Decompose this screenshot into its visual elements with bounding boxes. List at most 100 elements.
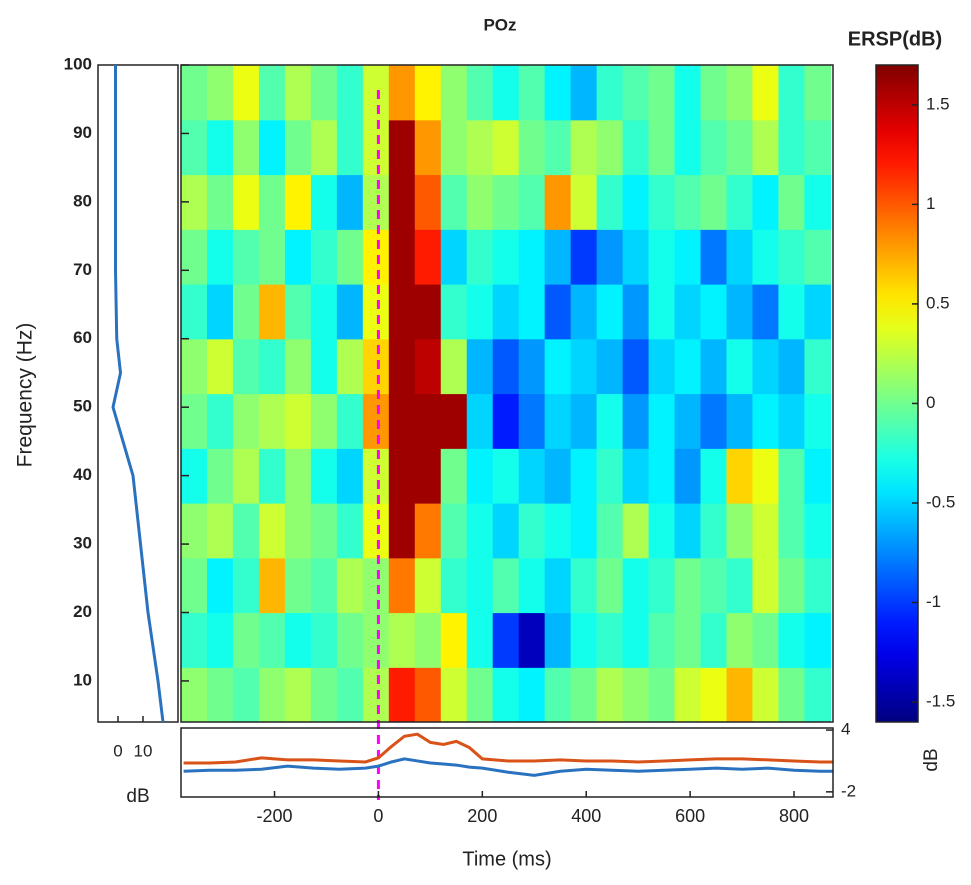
heatmap-cell [596, 65, 624, 121]
heatmap-cell [310, 612, 338, 668]
heatmap-cell [804, 65, 832, 121]
heatmap-cell [414, 119, 442, 176]
heatmap-cell [362, 229, 390, 285]
heatmap-cell [752, 229, 780, 285]
heatmap-cell [336, 119, 364, 176]
heatmap-cell [804, 174, 832, 230]
heatmap-cell [206, 174, 234, 230]
heatmap-cell [570, 174, 598, 230]
heatmap-cell [752, 448, 780, 504]
heatmap-cell [726, 557, 754, 614]
heatmap-cell [778, 284, 806, 340]
heatmap-cell [570, 338, 598, 395]
erp-line [183, 757, 833, 777]
heatmap-cell [518, 284, 546, 340]
heatmap-cell [752, 284, 780, 340]
heatmap-cell [336, 338, 364, 395]
heatmap-cell [310, 448, 338, 504]
heatmap-cell [778, 393, 806, 449]
heatmap-cell [648, 284, 676, 340]
heatmap-cell [181, 393, 208, 449]
heatmap-cell [284, 119, 312, 176]
heatmap-cell [336, 229, 364, 285]
heatmap-cell [492, 557, 520, 614]
heatmap-cell [596, 174, 624, 230]
heatmap-cell [440, 448, 468, 504]
heatmap-cell [622, 229, 650, 285]
heatmap-cell [492, 338, 520, 395]
heatmap-cell [310, 119, 338, 176]
heatmap-cell [284, 393, 312, 449]
heatmap-cell [674, 338, 702, 395]
heatmap-cell [752, 65, 780, 121]
heatmap-cell [492, 65, 520, 121]
heatmap-cell [804, 119, 832, 176]
heatmap-cell [544, 503, 572, 559]
heatmap-cell [778, 229, 806, 285]
heatmap-cell [648, 174, 676, 230]
colorbar-label: dB [921, 748, 942, 771]
heatmap-cell [518, 65, 546, 121]
heatmap-cell [570, 284, 598, 340]
heatmap-cell [518, 338, 546, 395]
heatmap-cell [258, 393, 286, 449]
heatmap-cell [181, 667, 208, 722]
heatmap-cell [570, 65, 598, 121]
heatmap-cell [752, 174, 780, 230]
heatmap-cell [388, 503, 416, 559]
x-tick-label: 200 [467, 806, 497, 826]
heatmap-cell [362, 65, 390, 121]
heatmap-cell [492, 174, 520, 230]
heatmap-cell [570, 503, 598, 559]
colorbar [875, 64, 919, 723]
heatmap-cell [440, 557, 468, 614]
heatmap-cell [544, 448, 572, 504]
heatmap-cell [492, 119, 520, 176]
heatmap-cell [544, 557, 572, 614]
heatmap-cell [648, 557, 676, 614]
heatmap-cell [752, 612, 780, 668]
heatmap-cell [778, 667, 806, 722]
heatmap-cell [648, 65, 676, 121]
heatmap-cell [544, 667, 572, 722]
heatmap-cell [752, 667, 780, 722]
heatmap-cell [726, 503, 754, 559]
heatmap-cell [232, 284, 260, 340]
heatmap-cell [414, 338, 442, 395]
heatmap-cell [778, 503, 806, 559]
colorbar-title: ERSP(dB) [848, 28, 942, 50]
heatmap-cell [336, 667, 364, 722]
heatmap-cell [284, 284, 312, 340]
heatmap-cell [388, 338, 416, 395]
y-tick-label: 10 [73, 670, 92, 689]
heatmap-cell [258, 338, 286, 395]
heatmap-cell [596, 393, 624, 449]
heatmap-cell [388, 229, 416, 285]
heatmap-cell [492, 667, 520, 722]
heatmap-cell [232, 503, 260, 559]
heatmap-cell [388, 612, 416, 668]
x-tick-label: 800 [779, 806, 809, 826]
heatmap-cell [544, 284, 572, 340]
heatmap-cell [492, 612, 520, 668]
heatmap-cell [466, 503, 494, 559]
heatmap-cell [726, 667, 754, 722]
heatmap-cell [206, 448, 234, 504]
heatmap-cell [310, 338, 338, 395]
heatmap-cell [181, 65, 208, 121]
heatmap-cell [232, 174, 260, 230]
y-tick-label: 80 [73, 191, 92, 210]
heatmap-cell [570, 119, 598, 176]
heatmap-cell [440, 393, 468, 449]
heatmap-cell [752, 338, 780, 395]
heatmap-cell [544, 393, 572, 449]
heatmap-cell [232, 557, 260, 614]
heatmap-cell [310, 503, 338, 559]
heatmap-cell [596, 229, 624, 285]
heatmap-cell [232, 65, 260, 121]
y-tick-label: 70 [73, 260, 92, 279]
heatmap-cell [258, 284, 286, 340]
heatmap-cell [388, 667, 416, 722]
heatmap-cell [726, 119, 754, 176]
heatmap-cell [466, 229, 494, 285]
